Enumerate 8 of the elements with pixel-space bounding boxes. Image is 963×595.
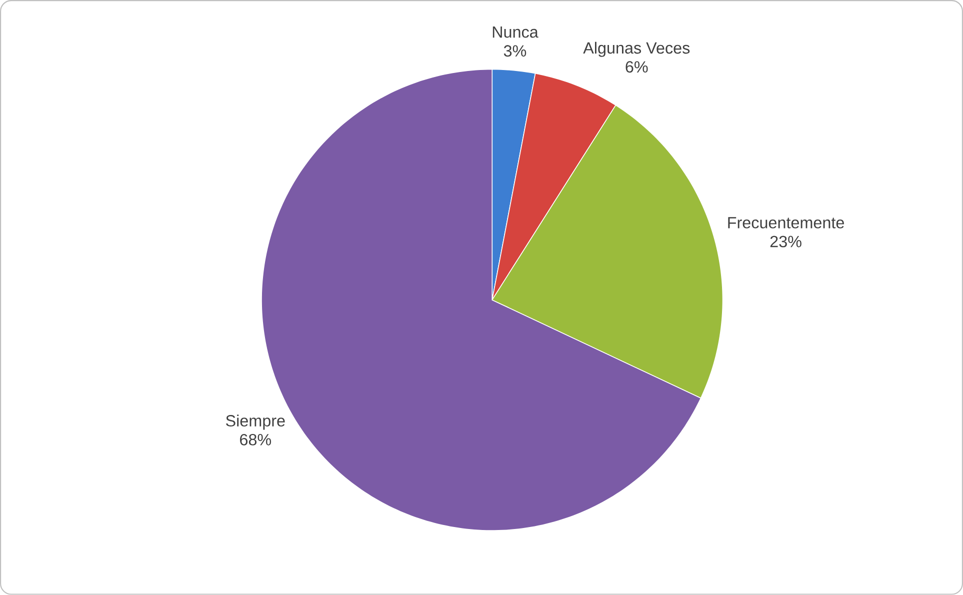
data-label: 3% [504,45,526,57]
slice-label: Nunca [492,26,538,38]
data-label: 23% [770,236,802,248]
slice-label: Frecuentemente [728,217,844,228]
slice-label: Algunas Veces [583,42,690,58]
data-label: 6% [626,61,648,73]
slice-label: Siempre [226,414,285,430]
data-label: 68% [240,434,272,446]
